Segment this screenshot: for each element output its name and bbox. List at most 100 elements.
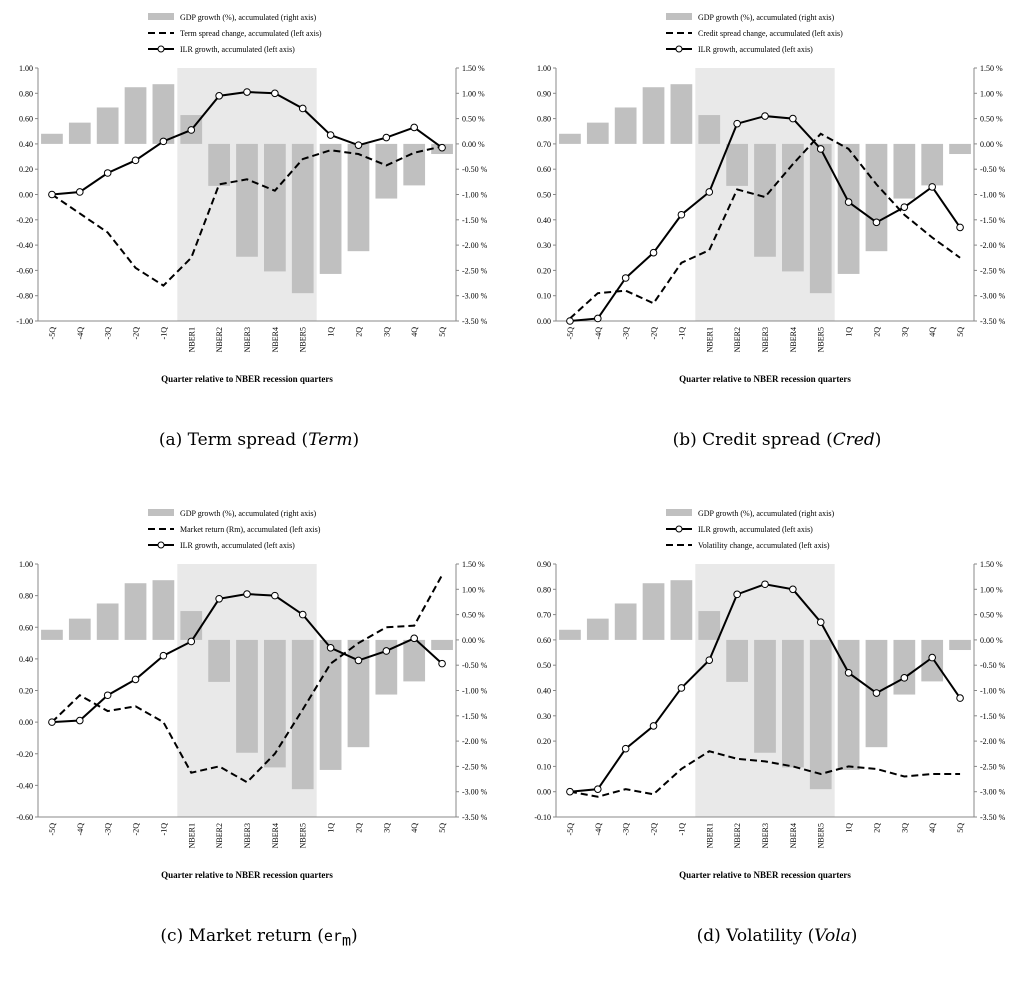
legend-swatch-marker bbox=[157, 45, 165, 53]
legend-swatch-bar bbox=[666, 13, 692, 20]
category-label: 2Q bbox=[354, 327, 363, 337]
ilr-point bbox=[354, 141, 363, 149]
left-tick-label: 0.50 bbox=[537, 191, 551, 200]
ilr-point bbox=[271, 89, 279, 98]
ilr-point bbox=[761, 580, 769, 589]
gdp-bar bbox=[152, 580, 175, 640]
left-tick-label: 0.20 bbox=[19, 687, 33, 696]
legend-item: ILR growth, accumulated (left axis) bbox=[666, 525, 813, 534]
category-label: -4Q bbox=[594, 327, 603, 340]
gdp-bar bbox=[921, 143, 944, 186]
gdp-bar bbox=[837, 639, 860, 770]
right-tick-label: 1.00 % bbox=[980, 585, 1003, 594]
caption-a: (a) Term spread (Term) bbox=[158, 430, 360, 450]
category-label: NBER5 bbox=[817, 327, 826, 352]
left-tick-label: 0.40 bbox=[19, 655, 33, 664]
gdp-bar bbox=[208, 639, 231, 682]
category-label: 1Q bbox=[845, 823, 854, 833]
left-tick-label: 0.00 bbox=[537, 788, 551, 797]
left-tick-label: 1.00 bbox=[537, 64, 551, 73]
category-label: -5Q bbox=[566, 823, 575, 836]
ilr-point bbox=[844, 198, 853, 206]
chart-a: 1.00 0.80 0.60 0.40 0.20 0.00 -0.20 -0.40 -0.60 -… bbox=[16, 13, 488, 384]
gdp-bar bbox=[375, 143, 398, 199]
legend-item: GDP growth (%), accumulated (right axis) bbox=[666, 509, 834, 518]
right-tick-label: 0.50 % bbox=[462, 611, 485, 620]
legend-item: Term spread change, accumulated (left ax… bbox=[148, 29, 322, 38]
left-tick-label: 0.00 bbox=[19, 718, 33, 727]
gdp-bar bbox=[726, 639, 749, 682]
gdp-bar bbox=[236, 639, 258, 753]
gdp-bar bbox=[263, 143, 286, 272]
category-label: NBER4 bbox=[789, 823, 798, 848]
chart-panel-b: 1.00 0.90 0.80 0.70 0.60 0.50 0.40 0.30 0.20 0.10… bbox=[518, 0, 1036, 496]
category-label: 3Q bbox=[900, 327, 909, 337]
category-label: 2Q bbox=[872, 823, 881, 833]
left-tick-label: 1.00 bbox=[19, 560, 33, 569]
category-label: 1Q bbox=[845, 327, 854, 337]
right-tick-label: 0.00 % bbox=[980, 140, 1003, 149]
left-tick-label: -0.40 bbox=[16, 781, 33, 790]
ilr-point bbox=[761, 112, 769, 120]
dashed-series-line bbox=[569, 750, 961, 798]
x-axis-title: Quarter relative to NBER recession quart… bbox=[161, 870, 333, 880]
right-tick-label: 1.00 % bbox=[980, 89, 1003, 98]
x-axis-title: Quarter relative to NBER recession quart… bbox=[161, 374, 333, 384]
category-label: -1Q bbox=[159, 823, 168, 836]
legend-swatch-marker bbox=[675, 525, 683, 533]
category-label: 2Q bbox=[872, 327, 881, 337]
ilr-point bbox=[566, 317, 574, 325]
category-label: -2Q bbox=[132, 327, 141, 340]
left-tick-label: 0.60 bbox=[537, 165, 551, 174]
right-tick-label: -0.50 % bbox=[462, 661, 488, 670]
left-tick-label: 0.40 bbox=[537, 687, 551, 696]
gdp-bar bbox=[291, 639, 314, 790]
ilr-point bbox=[816, 618, 825, 626]
ilr-point bbox=[649, 248, 658, 257]
right-tick-label: -3.50 % bbox=[980, 813, 1006, 822]
ilr-point bbox=[705, 188, 714, 196]
category-label: -5Q bbox=[48, 823, 57, 836]
left-tick-label: -0.10 bbox=[534, 813, 551, 822]
category-label: NBER3 bbox=[243, 823, 252, 848]
chart-c: 1.00 0.80 0.60 0.40 0.20 0.00 -0.20 -0.40 -0.60 1… bbox=[16, 509, 488, 880]
category-label: NBER1 bbox=[187, 327, 196, 352]
ilr-point bbox=[789, 114, 797, 123]
legend-label: Credit spread change, accumulated (left … bbox=[698, 29, 843, 38]
right-tick-label: -2.50 % bbox=[462, 762, 488, 771]
left-tick-label: 0.80 bbox=[537, 115, 551, 124]
legend-swatch-bar bbox=[148, 13, 174, 20]
right-tick-label: 1.50 % bbox=[462, 560, 485, 569]
right-tick-label: 1.50 % bbox=[980, 560, 1003, 569]
caption-d: (d) Volatility (Vola) bbox=[696, 926, 858, 946]
right-tick-label: 1.50 % bbox=[462, 64, 485, 73]
gdp-bar bbox=[152, 84, 175, 144]
ilr-point bbox=[159, 137, 168, 146]
gdp-bar bbox=[180, 611, 203, 640]
gdp-bar bbox=[698, 115, 721, 144]
ilr-point bbox=[705, 656, 714, 664]
ilr-point bbox=[159, 651, 168, 660]
category-label: NBER2 bbox=[215, 823, 224, 848]
ilr-point bbox=[215, 92, 223, 100]
ilr-point bbox=[438, 659, 446, 668]
legend-swatch-marker bbox=[157, 541, 165, 549]
left-tick-label: 0.30 bbox=[537, 712, 551, 721]
gdp-bar bbox=[41, 629, 63, 640]
right-tick-label: -1.00 % bbox=[980, 687, 1006, 696]
ilr-point bbox=[382, 647, 391, 655]
ilr-point bbox=[621, 274, 630, 282]
category-label: 3Q bbox=[900, 823, 909, 833]
right-tick-label: -1.50 % bbox=[462, 216, 488, 225]
category-label: -3Q bbox=[104, 823, 113, 836]
legend-label: ILR growth, accumulated (left axis) bbox=[180, 45, 295, 54]
gdp-bar bbox=[614, 107, 637, 144]
legend-swatch-marker bbox=[675, 45, 683, 53]
gdp-bar bbox=[68, 122, 91, 144]
left-tick-label: -0.20 bbox=[16, 750, 33, 759]
category-label: NBER4 bbox=[271, 327, 280, 352]
gdp-bar bbox=[754, 639, 776, 753]
ilr-point bbox=[900, 674, 909, 682]
category-label: NBER4 bbox=[789, 327, 798, 352]
right-tick-label: -0.50 % bbox=[980, 165, 1006, 174]
